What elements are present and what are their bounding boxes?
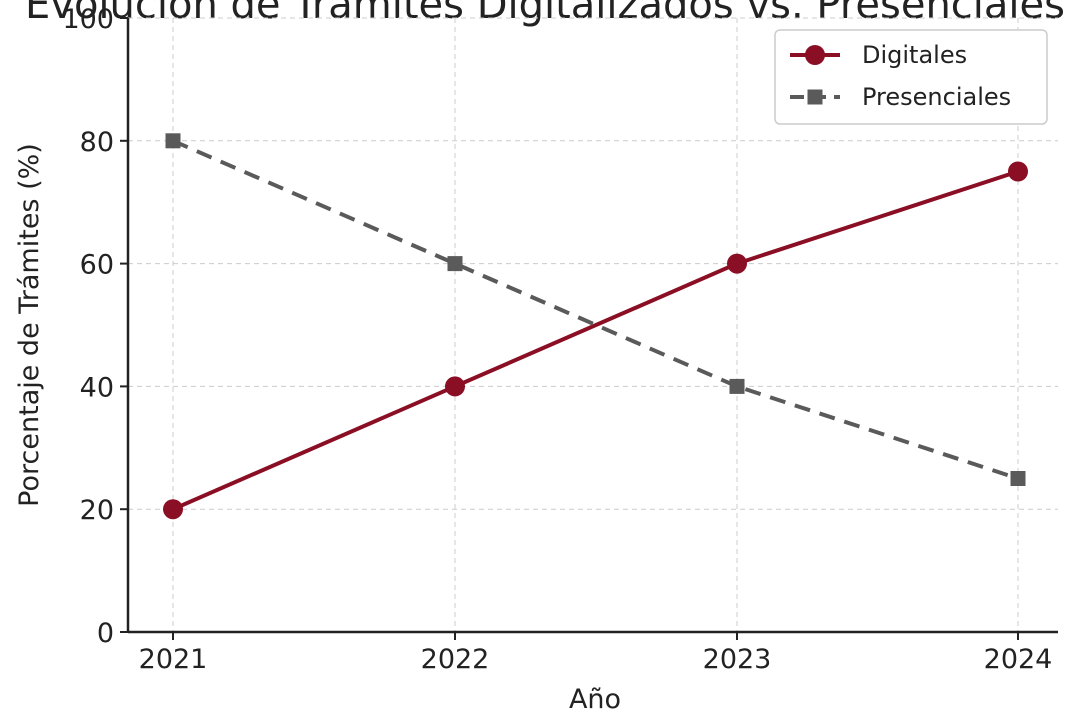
- y-tick-label: 20: [80, 495, 114, 526]
- series-digitales: [163, 161, 1028, 520]
- x-axis-title: Año: [569, 684, 621, 715]
- chart-title: Evolución de Trámites Digitalizados vs. …: [25, 0, 1065, 28]
- data-point: [165, 133, 181, 149]
- y-axis-title: Porcentaje de Trámites (%): [14, 143, 45, 507]
- data-point: [163, 499, 183, 520]
- data-point: [1010, 471, 1026, 486]
- y-tick-label: 100: [62, 4, 114, 35]
- legend-box: [774, 29, 1048, 125]
- x-tick-label: 2021: [139, 644, 208, 675]
- y-tick-label: 60: [80, 250, 114, 281]
- data-point: [447, 256, 463, 272]
- legend-label: Presenciales: [862, 83, 1011, 111]
- x-tick-label: 2022: [421, 644, 490, 675]
- series-presenciales: [165, 133, 1026, 486]
- tick-labels: 0 20 40 60 80 100 2021 2022 2023 2024: [62, 4, 1052, 675]
- legend-label: Digitales: [862, 41, 967, 69]
- series-line: [172, 138, 1019, 481]
- legend-marker: [807, 89, 823, 105]
- y-tick-label: 0: [97, 618, 114, 649]
- legend: Digitales Presenciales: [774, 29, 1048, 125]
- legend-item: Digitales: [790, 41, 967, 69]
- series-line: [172, 169, 1019, 512]
- x-tick-label: 2023: [703, 644, 772, 675]
- data-point: [727, 253, 747, 274]
- axes: [120, 17, 1058, 640]
- y-tick-label: 80: [80, 127, 114, 158]
- series-lines: [163, 133, 1028, 520]
- data-point: [1008, 161, 1028, 182]
- legend-marker: [805, 45, 825, 65]
- y-tick-label: 40: [80, 372, 114, 403]
- legend-item: Presenciales: [790, 83, 1011, 111]
- data-point: [729, 378, 745, 394]
- x-tick-label: 2024: [984, 644, 1053, 675]
- data-point: [445, 376, 465, 397]
